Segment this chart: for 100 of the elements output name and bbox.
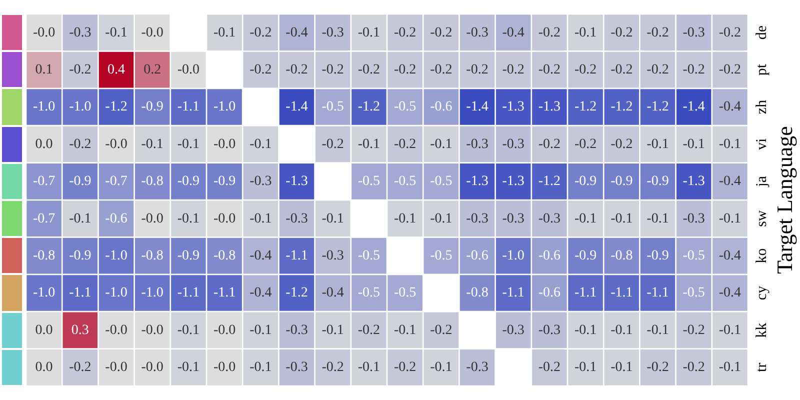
data-label: -1.0 [141, 286, 164, 301]
data-label: -0.1 [250, 211, 272, 226]
data-label: -0.1 [718, 136, 742, 152]
data-label: -0.3 [502, 136, 524, 152]
data-label: -0.2 [682, 360, 705, 376]
data-label: -0.1 [358, 360, 380, 376]
data-label: -0.1 [718, 322, 742, 338]
data-label: -0.4 [250, 286, 272, 301]
data-label: 0.0 [35, 322, 53, 338]
data-label: -1.1 [177, 286, 200, 301]
y-tick-label: de [754, 25, 770, 40]
data-label: -0.1 [574, 211, 597, 226]
data-label: -0.8 [466, 286, 488, 301]
data-label: -1.2 [538, 174, 561, 190]
data-label: -0.4 [718, 174, 742, 190]
data-label: -0.0 [213, 136, 236, 152]
data-label: -0.1 [394, 322, 416, 338]
data-label: -0.1 [574, 322, 597, 338]
data-label: -0.4 [286, 25, 308, 40]
data-label: -1.2 [105, 100, 128, 115]
data-label: -0.2 [394, 25, 416, 40]
data-label: -0.6 [430, 100, 452, 115]
data-label: -0.2 [682, 62, 705, 78]
data-label: -0.1 [430, 211, 452, 226]
y-tick-label: zh [754, 99, 770, 114]
data-label: -0.0 [141, 25, 164, 40]
data-label: -0.0 [141, 360, 164, 376]
data-label: -0.2 [646, 360, 669, 376]
data-label: -0.0 [32, 25, 56, 40]
data-label: -0.2 [394, 136, 416, 152]
data-label: -0.7 [32, 174, 56, 190]
data-label: -0.2 [610, 25, 633, 40]
data-label: -0.2 [682, 322, 705, 338]
data-label: -0.2 [250, 62, 272, 78]
data-label: -0.1 [177, 322, 200, 338]
data-label: -0.0 [213, 322, 236, 338]
data-label: -0.9 [610, 174, 633, 190]
data-label: -0.1 [250, 360, 272, 376]
data-label: -0.5 [682, 286, 705, 301]
data-label: -0.4 [718, 100, 742, 115]
data-label: -0.3 [69, 25, 92, 40]
data-label: -0.2 [358, 322, 380, 338]
data-label: -0.2 [718, 62, 742, 78]
data-label: -0.1 [574, 25, 597, 40]
data-label: -0.7 [32, 211, 56, 226]
data-label: -1.1 [69, 286, 92, 301]
data-label: -1.0 [32, 100, 56, 115]
data-label: -0.2 [610, 62, 633, 78]
data-label: -0.3 [466, 360, 488, 376]
data-label: -0.3 [286, 322, 308, 338]
data-label: -0.2 [322, 136, 344, 152]
data-label: -0.4 [250, 248, 272, 264]
data-label: -0.5 [322, 100, 344, 115]
data-label: -0.8 [141, 174, 164, 190]
data-label: -0.1 [177, 360, 200, 376]
data-label: -1.0 [105, 248, 128, 264]
y-tick-label: pt [754, 63, 770, 76]
data-label: -0.2 [646, 62, 669, 78]
data-label: 0.2 [144, 62, 162, 78]
data-label: -0.6 [466, 248, 488, 264]
data-label: -0.2 [466, 62, 488, 78]
data-label: 0.0 [35, 136, 53, 152]
data-label: 0.0 [35, 360, 53, 376]
data-label: -0.5 [430, 174, 452, 190]
data-label: -0.6 [538, 286, 561, 301]
data-label: -0.1 [69, 211, 92, 226]
data-label: -0.1 [646, 136, 669, 152]
data-label: -0.2 [69, 136, 92, 152]
data-label: -0.5 [430, 248, 452, 264]
data-label: -0.3 [466, 25, 488, 40]
data-label: -0.1 [718, 211, 742, 226]
data-label: -0.5 [394, 100, 416, 115]
y-tick-label: kk [754, 322, 770, 338]
data-label: -1.1 [502, 286, 524, 301]
data-label: -1.2 [358, 100, 380, 115]
data-label: -0.1 [213, 25, 236, 40]
data-label: 0.3 [71, 322, 89, 338]
y-axis-title: Target Language [772, 126, 797, 274]
data-label: -0.1 [177, 211, 200, 226]
data-label: -0.1 [430, 360, 452, 376]
data-label: -0.1 [358, 25, 380, 40]
data-label: -0.1 [322, 211, 344, 226]
data-label: -0.2 [394, 62, 416, 78]
data-label: -0.2 [538, 136, 561, 152]
data-label: -0.2 [322, 360, 344, 376]
data-label: -0.1 [322, 322, 344, 338]
data-label: -0.3 [322, 248, 344, 264]
data-label: -0.2 [394, 360, 416, 376]
data-label: -0.0 [177, 62, 200, 78]
data-label: -1.3 [538, 100, 561, 115]
data-label: -1.1 [574, 286, 597, 301]
data-label: 0.4 [108, 62, 125, 78]
data-label: -0.1 [105, 25, 128, 40]
data-label: -1.3 [682, 174, 705, 190]
data-label: -0.9 [646, 174, 669, 190]
data-label: -0.1 [610, 211, 633, 226]
y-tick-label: tr [754, 362, 770, 372]
data-label: -0.1 [718, 360, 742, 376]
data-label: -0.3 [286, 360, 308, 376]
data-label: -1.0 [32, 286, 56, 301]
